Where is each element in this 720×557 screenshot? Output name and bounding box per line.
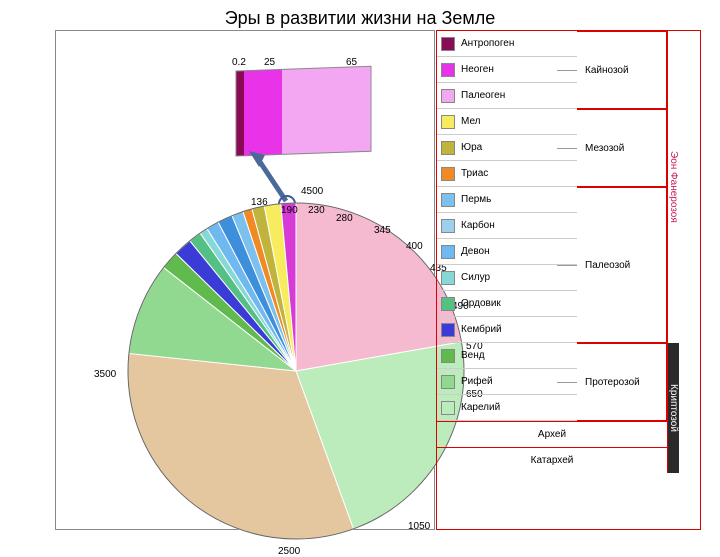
legend-swatch-5 [441,167,455,181]
legend-label-5: Триас [461,168,488,179]
legend-label-11: Кембрий [461,324,502,335]
pie-label-1050: 1050 [408,521,430,532]
legend-label-3: Мел [461,116,481,127]
eon-cell-1: Криптозой [667,343,679,473]
legend-swatch-11 [441,323,455,337]
legend-label-4: Юра [461,142,482,153]
legend-swatch-0 [441,37,455,51]
legend-swatch-13 [441,375,455,389]
legend-item-7: Карбон [437,213,577,239]
legend-item-6: Пермь [437,187,577,213]
era-cell-0: Кайнозой [577,31,667,109]
legend-item-0: Антропоген [437,31,577,57]
inset-label-2: 65 [346,57,357,68]
legend-item-2: Палеоген [437,83,577,109]
legend-item-13: Рифей [437,369,577,395]
legend-label-8: Девон [461,246,490,257]
legend-eras-column: КайнозойМезозойПалеозойПротерозой [577,31,667,421]
legend-item-12: Венд [437,343,577,369]
legend-label-10: Ордовик [461,298,501,309]
legend-item-11: Кембрий [437,317,577,343]
legend-swatch-12 [441,349,455,363]
legend-item-9: Силур [437,265,577,291]
legend-swatch-2 [441,89,455,103]
pie-label-136: 136 [251,197,268,208]
era-cell-2: Палеозой [577,187,667,343]
legend-label-0: Антропоген [461,38,514,49]
legend-periods-column: Антропоген Неоген Палеоген Мел Юра Триас Пермь… [437,31,577,421]
legend-panel: Антропоген Неоген Палеоген Мел Юра Триас Пермь… [436,30,701,530]
pie-label-3500: 3500 [94,369,116,380]
legend-label-7: Карбон [461,220,495,231]
legend-swatch-3 [441,115,455,129]
legend-item-1: Неоген [437,57,577,83]
pie-label-230: 230 [308,205,325,216]
legend-item-8: Девон [437,239,577,265]
inset-rect-0 [236,71,244,156]
pie-chart: 4500136190230280345400435490570650105025… [126,201,466,541]
legend-label-12: Венд [461,350,485,361]
legend-label-1: Неоген [461,64,494,75]
pie-label-2500: 2500 [278,546,300,557]
inset-label-1: 25 [264,57,275,68]
legend-swatch-1 [441,63,455,77]
legend-swatch-14 [441,401,455,415]
legend-katarchean: Катархей [437,447,667,473]
legend-item-4: Юра [437,135,577,161]
legend-item-5: Триас [437,161,577,187]
legend-item-10: Ордовик [437,291,577,317]
legend-item-14: Карелий [437,395,577,421]
legend-item-3: Мел [437,109,577,135]
legend-label-14: Карелий [461,402,500,413]
legend-swatch-8 [441,245,455,259]
inset-rect-1 [244,69,282,155]
legend-archean: Архей [437,421,667,447]
pie-label-280: 280 [336,213,353,224]
era-cell-3: Протерозой [577,343,667,421]
legend-label-6: Пермь [461,194,491,205]
pie-label-400: 400 [406,241,423,252]
pie-label-4500: 4500 [301,186,323,197]
legend-swatch-7 [441,219,455,233]
legend-swatch-9 [441,271,455,285]
legend-swatch-6 [441,193,455,207]
era-cell-1: Мезозой [577,109,667,187]
inset-label-0: 0.2 [232,57,246,68]
inset-rect-2 [282,66,371,154]
legend-eons-column: Эон ФанерозояКриптозой [667,31,691,473]
pie-label-345: 345 [374,225,391,236]
inset-chart: 0.2 25 65 [236,71,371,156]
legend-label-13: Рифей [461,376,493,387]
page-title: Эры в развитии жизни на Земле [0,0,720,33]
pie-label-190: 190 [281,205,298,216]
legend-label-2: Палеоген [461,90,505,101]
chart-panel: 0.2 25 65 450013619023028034540043549057… [55,30,435,530]
legend-swatch-10 [441,297,455,311]
legend-swatch-4 [441,141,455,155]
eon-cell-0: Эон Фанерозоя [667,31,679,343]
legend-label-9: Силур [461,272,490,283]
